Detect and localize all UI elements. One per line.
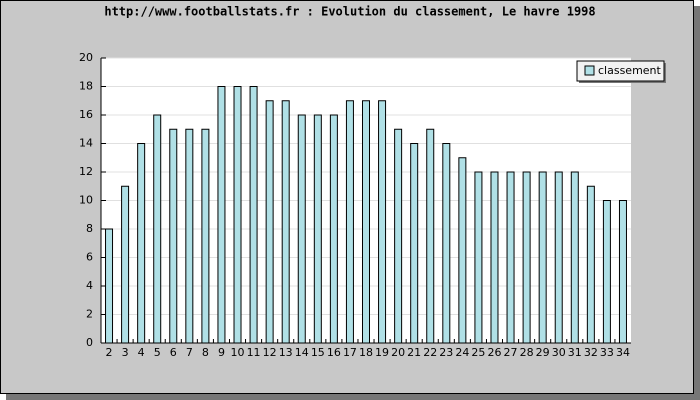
bar [378,100,387,344]
y-tick-label: 16 [79,108,93,121]
y-tick-label: 12 [79,165,93,178]
x-tick-label: 6 [170,346,177,359]
bar [458,157,467,344]
bar [233,86,242,344]
y-tick-label: 6 [86,251,93,264]
bar [345,100,354,344]
y-tick-label: 4 [86,279,93,292]
bar [201,128,210,344]
x-tick-label: 28 [520,346,534,359]
x-tick-label: 30 [552,346,566,359]
x-tick-label: 34 [616,346,630,359]
legend-box [576,60,665,82]
x-tick-label: 15 [311,346,325,359]
bar [586,185,595,344]
bar [185,128,194,344]
y-tick-label: 0 [86,336,93,349]
bar [329,114,338,344]
x-tick-label: 23 [439,346,453,359]
x-tick-label: 2 [106,346,113,359]
bar [137,143,146,344]
bar [602,200,611,344]
bar [217,86,226,344]
bar [121,185,130,344]
x-tick-label: 20 [391,346,405,359]
y-tick-label: 10 [79,194,93,207]
x-tick-label: 7 [186,346,193,359]
bar [474,171,483,344]
y-tick-label: 2 [86,308,93,321]
bar [426,128,435,344]
x-tick-label: 24 [455,346,469,359]
x-tick-label: 32 [584,346,598,359]
bar [522,171,531,344]
x-tick-label: 29 [536,346,550,359]
y-tick-label: 20 [79,51,93,64]
y-tick-label: 18 [79,80,93,93]
x-tick-label: 10 [231,346,245,359]
x-tick-label: 33 [600,346,614,359]
x-tick-label: 14 [295,346,309,359]
bar [281,100,290,344]
bar [554,171,563,344]
y-tick-label: 8 [86,222,93,235]
bar [570,171,579,344]
x-tick-label: 9 [218,346,225,359]
bar [265,100,274,344]
y-tick-label: 14 [79,137,93,150]
x-tick-label: 26 [487,346,501,359]
x-tick-label: 5 [154,346,161,359]
chart-title: http://www.footballstats.fr : Evolution … [104,5,595,19]
bar [394,128,403,344]
x-tick-label: 4 [138,346,145,359]
legend-label: classement [598,64,662,77]
x-tick-label: 11 [247,346,261,359]
x-tick-label: 22 [423,346,437,359]
bar [410,143,419,344]
x-tick-label: 16 [327,346,341,359]
bar [169,128,178,344]
bar [297,114,306,344]
x-tick-label: 19 [375,346,389,359]
bar [442,143,451,344]
bar [490,171,499,344]
bar [362,100,370,344]
x-tick-label: 3 [122,346,129,359]
bar [506,171,515,344]
bar [153,114,162,344]
legend-swatch [584,65,595,76]
x-tick-label: 12 [263,346,277,359]
x-tick-label: 18 [359,346,373,359]
bar [618,200,627,344]
bar [313,114,322,344]
bar [105,228,114,344]
x-tick-label: 31 [568,346,582,359]
x-tick-label: 21 [407,346,421,359]
x-tick-label: 8 [202,346,209,359]
x-tick-label: 25 [471,346,485,359]
bar [538,171,547,344]
x-tick-label: 27 [504,346,518,359]
x-tick-label: 13 [279,346,293,359]
x-tick-label: 17 [343,346,357,359]
bar [249,86,258,344]
